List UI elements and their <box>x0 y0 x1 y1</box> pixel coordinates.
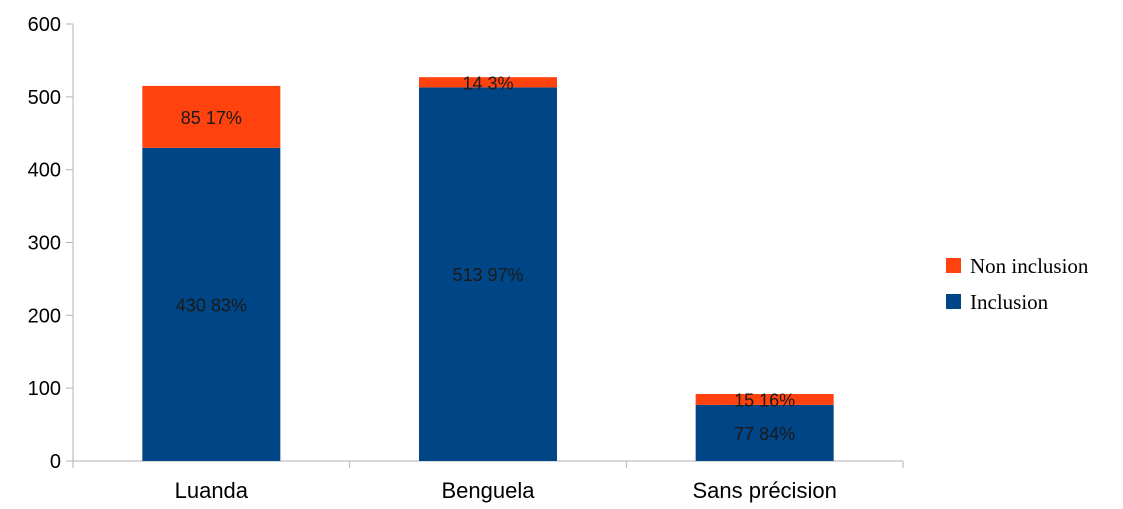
y-tick-label: 0 <box>50 451 61 473</box>
x-tick-label: Sans précision <box>693 478 837 503</box>
legend: Non inclusion Inclusion <box>946 254 1089 314</box>
data-label: 430 83% <box>176 295 247 315</box>
data-label: 77 84% <box>734 424 795 444</box>
legend-label: Non inclusion <box>970 254 1089 278</box>
legend-swatch <box>946 294 961 309</box>
data-label: 513 97% <box>452 265 523 285</box>
data-label: 85 17% <box>181 108 242 128</box>
y-tick-label: 500 <box>28 87 61 109</box>
data-label: 14 3% <box>462 73 513 93</box>
legend-swatch <box>946 258 961 273</box>
y-tick-label: 600 <box>28 14 61 36</box>
x-tick-label: Benguela <box>442 478 536 503</box>
y-tick-label: 300 <box>28 233 61 255</box>
y-tick-label: 200 <box>28 305 61 327</box>
y-tick-label: 400 <box>28 160 61 182</box>
data-label: 15 16% <box>734 390 795 410</box>
x-tick-label: Luanda <box>175 478 249 503</box>
y-tick-label: 100 <box>28 378 61 400</box>
legend-label: Inclusion <box>970 290 1049 314</box>
